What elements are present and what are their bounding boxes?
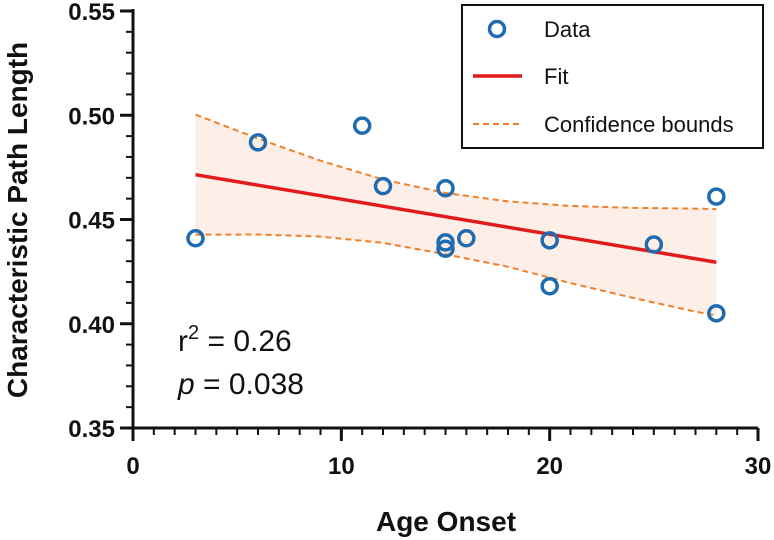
data-point bbox=[540, 231, 559, 250]
fit-line-layer bbox=[195, 172, 717, 264]
r-value: = 0.26 bbox=[199, 325, 292, 358]
legend-data-marker bbox=[487, 19, 507, 39]
y-axis-title: Characteristic Path Length bbox=[2, 42, 33, 398]
y-tick-label: 0.40 bbox=[68, 312, 115, 339]
x-tick-label: 0 bbox=[126, 453, 139, 480]
data-point bbox=[540, 276, 559, 296]
legend: Data Fit Confidence bounds bbox=[461, 4, 764, 149]
data-point bbox=[373, 176, 393, 196]
x-tick-label: 20 bbox=[536, 453, 563, 480]
lower-confidence-bound bbox=[195, 233, 717, 317]
data-point bbox=[707, 187, 726, 206]
data-point bbox=[352, 116, 372, 135]
data-point bbox=[186, 229, 205, 248]
y-tick-label: 0.35 bbox=[68, 416, 115, 443]
x-axis-title: Age Onset bbox=[376, 506, 516, 537]
r-squared-annotation: r2 = 0.26 bbox=[178, 322, 292, 358]
data-point bbox=[644, 235, 664, 254]
data-point bbox=[436, 239, 455, 258]
legend-confidence-label: Confidence bounds bbox=[544, 112, 734, 137]
y-tick-label: 0.45 bbox=[68, 208, 115, 235]
data-point bbox=[248, 133, 268, 152]
confidence-band-area bbox=[195, 114, 717, 316]
data-point bbox=[707, 304, 726, 323]
r-label: r bbox=[178, 325, 188, 358]
legend-fit-label: Fit bbox=[544, 64, 568, 89]
y-tick-label: 0.55 bbox=[68, 0, 115, 26]
upper-confidence-bound bbox=[195, 113, 717, 211]
fit-line bbox=[195, 172, 717, 264]
p-label: p bbox=[177, 368, 195, 401]
y-tick-label: 0.50 bbox=[68, 103, 115, 130]
x-tick-label: 30 bbox=[745, 453, 772, 480]
p-value-annotation: p = 0.038 bbox=[177, 368, 304, 401]
axes-layer: 0 10 20 30 0.35 0.40 0.45 0.50 0.55 bbox=[68, 0, 771, 480]
x-tick-label: 10 bbox=[328, 453, 355, 480]
data-points-layer bbox=[186, 116, 726, 323]
data-point bbox=[457, 229, 476, 248]
r-superscript: 2 bbox=[188, 322, 199, 344]
data-point bbox=[436, 178, 455, 198]
legend-data-label: Data bbox=[544, 17, 591, 42]
p-value: = 0.038 bbox=[195, 368, 304, 401]
data-point bbox=[436, 233, 455, 252]
confidence-band-layer bbox=[195, 113, 717, 317]
